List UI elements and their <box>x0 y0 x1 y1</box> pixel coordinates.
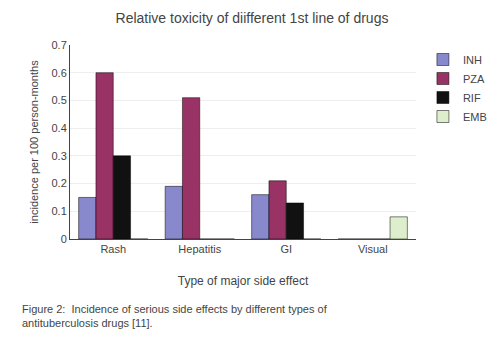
svg-text:0.6: 0.6 <box>52 67 67 79</box>
svg-text:0.1: 0.1 <box>52 205 67 217</box>
svg-text:Visual: Visual <box>358 243 388 255</box>
svg-text:EMB: EMB <box>463 111 487 123</box>
svg-text:Hepatitis: Hepatitis <box>178 243 221 255</box>
svg-text:0.2: 0.2 <box>52 177 67 189</box>
svg-text:0.7: 0.7 <box>52 39 67 51</box>
svg-text:0: 0 <box>61 233 67 245</box>
svg-text:Relative toxicity of diifferen: Relative toxicity of diifferent 1st line… <box>116 10 389 26</box>
svg-text:PZA: PZA <box>463 73 485 85</box>
svg-text:Figure 2: Incidence of seriou: Figure 2: Incidence of serious side effe… <box>22 303 328 329</box>
svg-text:Rash: Rash <box>100 243 126 255</box>
svg-text:RIF: RIF <box>463 92 481 104</box>
svg-text:incidence per 100 person-month: incidence per 100 person-months <box>28 60 40 224</box>
svg-text:0.4: 0.4 <box>52 122 67 134</box>
svg-text:Type of major side effect: Type of major side effect <box>178 274 309 288</box>
svg-text:0.5: 0.5 <box>52 94 67 106</box>
svg-text:INH: INH <box>463 54 482 66</box>
svg-text:0.3: 0.3 <box>52 150 67 162</box>
svg-text:GI: GI <box>280 243 292 255</box>
